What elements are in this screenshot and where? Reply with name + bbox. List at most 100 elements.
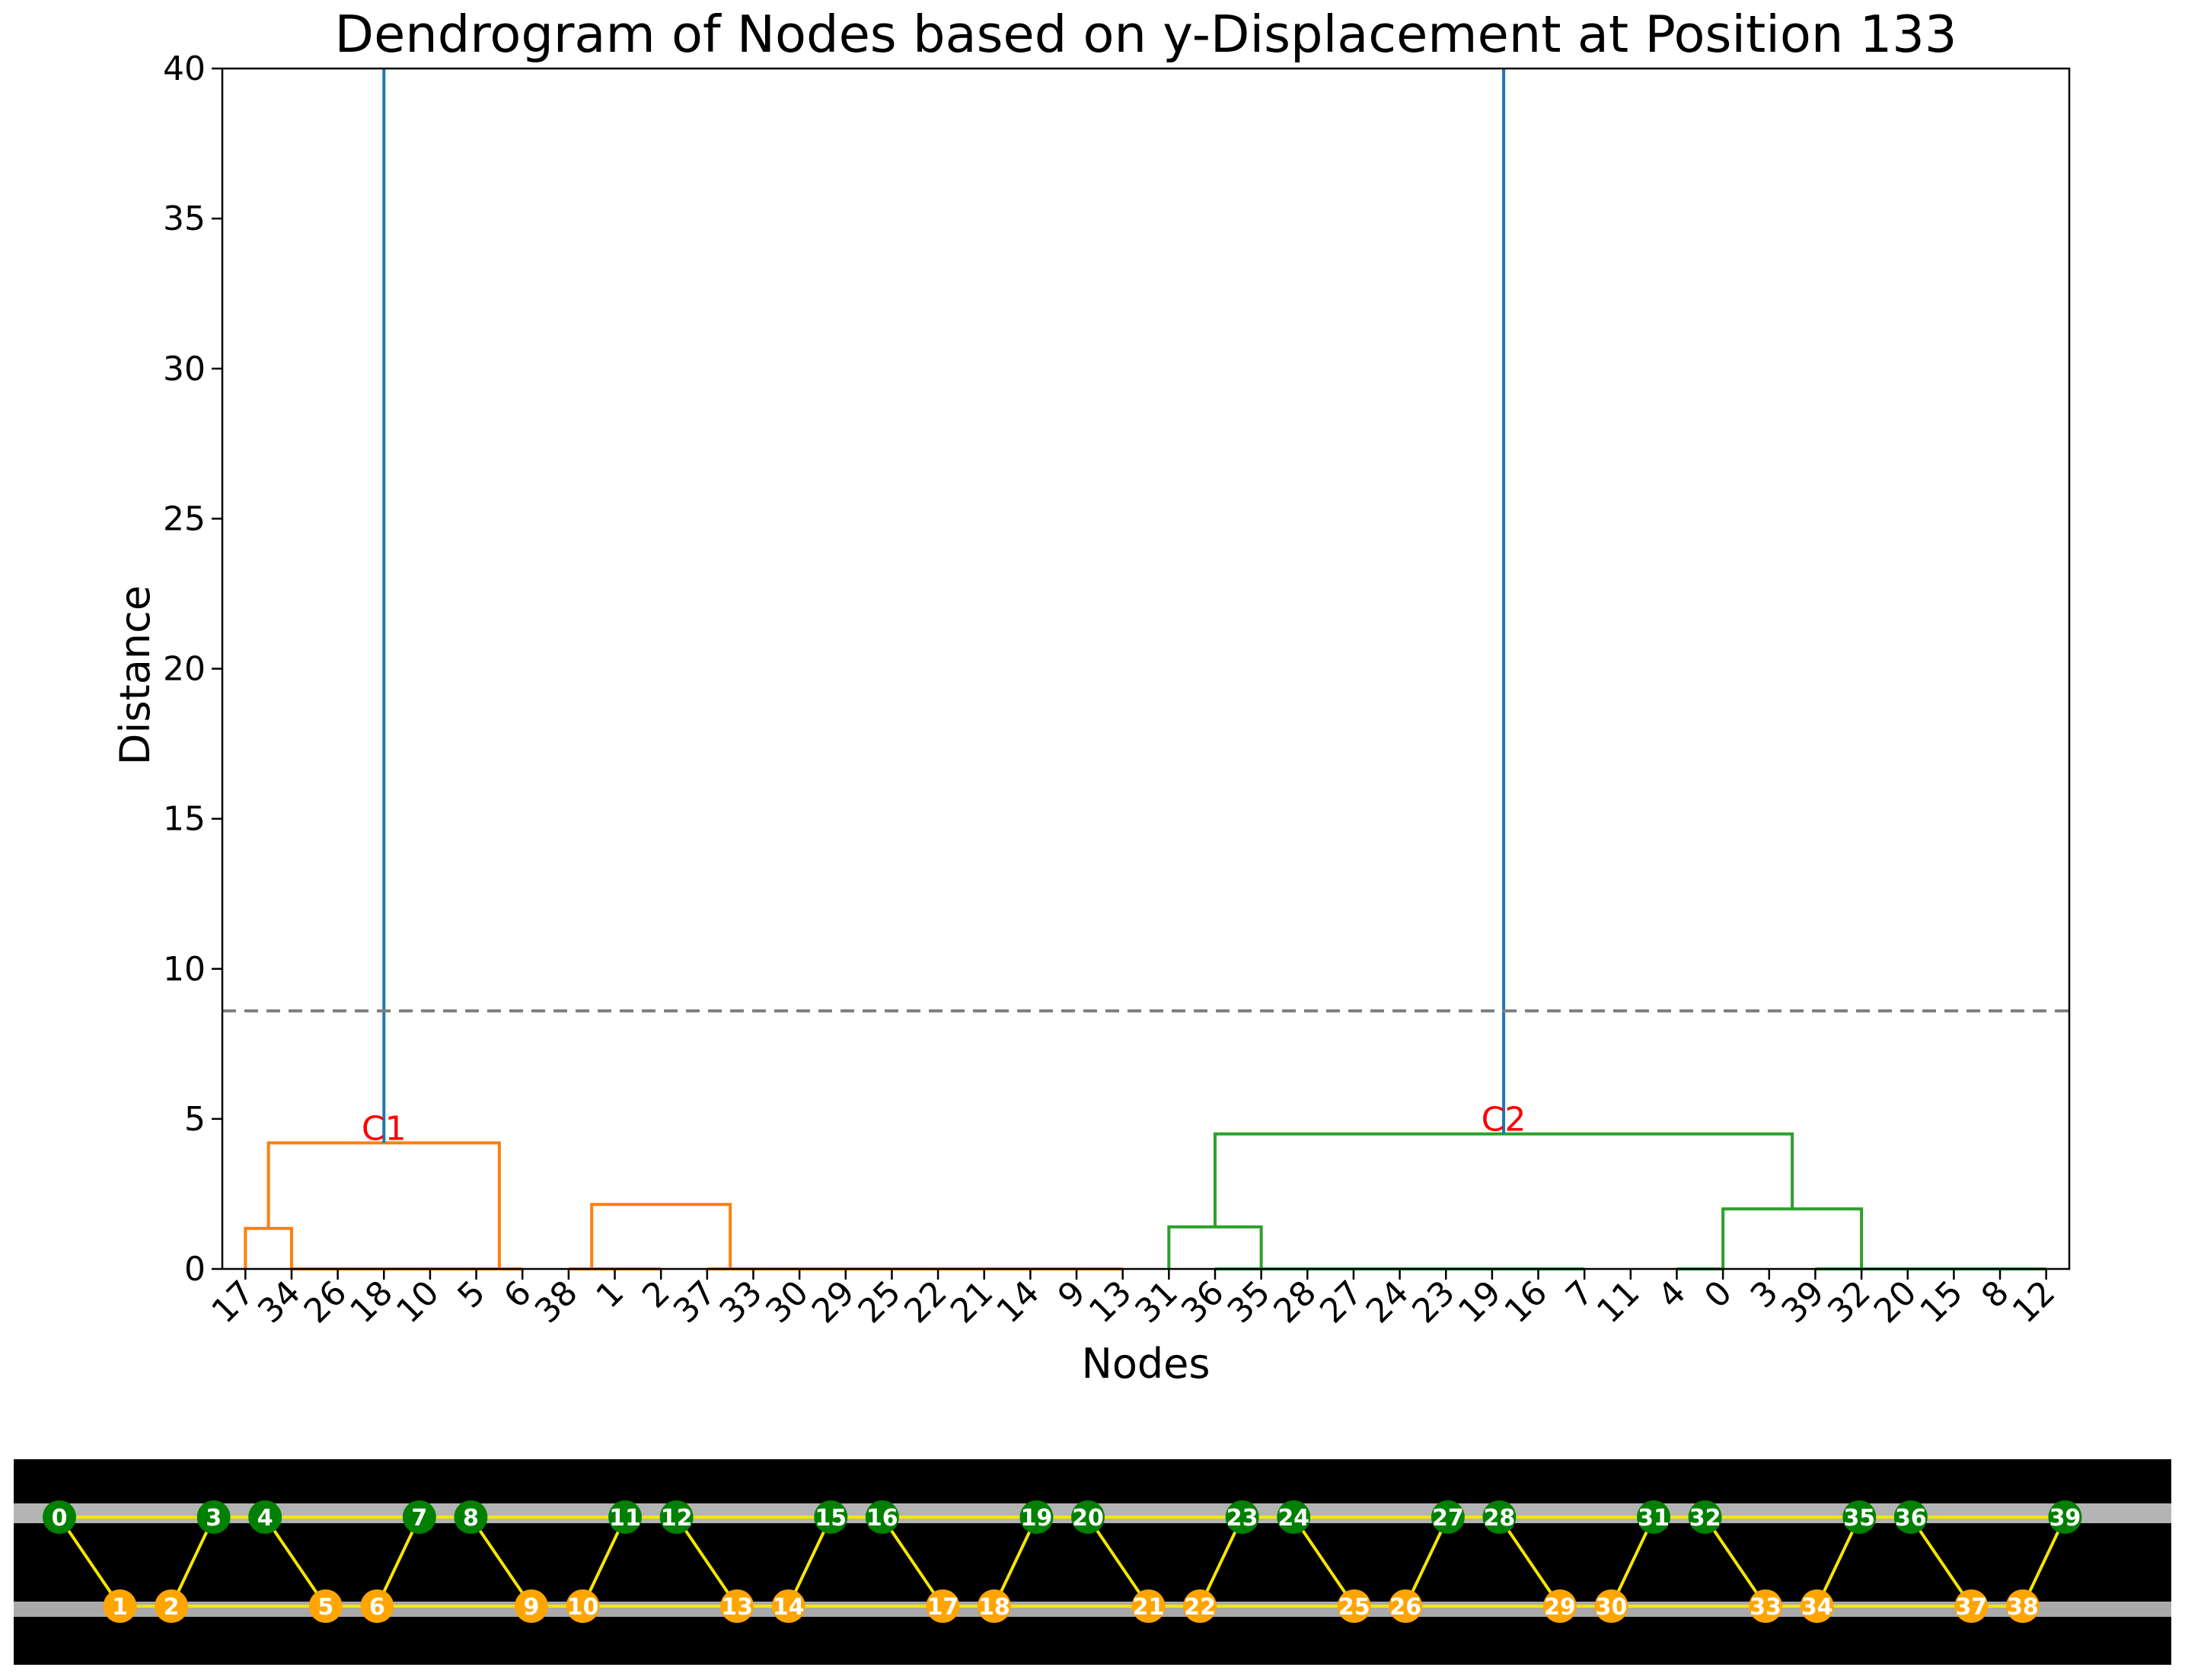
x-tick-label: 11 (1590, 1274, 1648, 1331)
node-label-0: 0 (52, 1505, 68, 1532)
node-39 (2048, 1500, 2082, 1534)
node-38 (2005, 1589, 2040, 1623)
node-label-7: 7 (411, 1505, 427, 1532)
node-9 (514, 1589, 548, 1623)
node-edge-42 (469, 1516, 533, 1608)
node-17 (926, 1589, 960, 1623)
node-label-23: 23 (1226, 1505, 1258, 1532)
chart-title: Dendrogram of Nodes based on y-Displacem… (334, 5, 1957, 64)
node-2 (155, 1589, 189, 1623)
x-tick-label: 12 (2005, 1274, 2063, 1331)
node-label-3: 3 (206, 1505, 222, 1532)
dendrogram-link-3 (1167, 1225, 1263, 1269)
dendrogram-link-2 (590, 1203, 732, 1269)
node-label-36: 36 (1895, 1505, 1927, 1532)
x-tick-label: 0 (1697, 1274, 1740, 1316)
node-8 (454, 1500, 488, 1534)
x-tick-label: 38 (528, 1274, 585, 1331)
y-tick-label: 10 (163, 950, 206, 989)
node-label-26: 26 (1389, 1594, 1421, 1621)
node-22 (1183, 1589, 1217, 1623)
node-10 (566, 1589, 600, 1623)
y-axis: 0 5 10 15 20 25 30 35 40 (163, 49, 222, 1289)
node-label-24: 24 (1278, 1505, 1309, 1532)
node-edge-46 (881, 1516, 945, 1608)
node-34 (1800, 1589, 1834, 1623)
node-label-38: 38 (2007, 1594, 2039, 1621)
node-35 (1842, 1500, 1877, 1534)
plot-frame (221, 67, 2071, 1270)
node-label-4: 4 (257, 1505, 273, 1532)
y-tick-label: 20 (163, 650, 206, 689)
node-29 (1542, 1589, 1577, 1623)
node-label-21: 21 (1133, 1594, 1165, 1621)
node-label-1: 1 (112, 1594, 128, 1621)
node-33 (1749, 1589, 1783, 1623)
node-15 (814, 1500, 848, 1534)
node-edge-48 (1086, 1516, 1150, 1608)
node-label-16: 16 (866, 1505, 898, 1532)
node-18 (977, 1589, 1011, 1623)
dendrogram-link-4 (1721, 1207, 1864, 1269)
x-tick-label: 5 (450, 1274, 493, 1316)
node-36 (1893, 1500, 1928, 1534)
node-edge-54 (1703, 1516, 1767, 1608)
y-tick-label: 0 (184, 1250, 206, 1289)
node-label-8: 8 (463, 1505, 479, 1532)
x-tick-label: 16 (1498, 1274, 1555, 1331)
node-label-17: 17 (927, 1594, 959, 1621)
x-tick-label: 14 (989, 1274, 1047, 1331)
node-edge-56 (1909, 1516, 1973, 1608)
node-37 (1954, 1589, 1989, 1623)
x-tick-label: 4 (1651, 1274, 1693, 1316)
node-25 (1337, 1589, 1371, 1623)
node-label-19: 19 (1021, 1505, 1053, 1532)
node-label-9: 9 (524, 1594, 540, 1621)
node-label-10: 10 (567, 1594, 599, 1621)
y-tick-label: 30 (163, 349, 206, 388)
x-tick-label: 1 (589, 1274, 631, 1316)
node-label-39: 39 (2049, 1505, 2081, 1532)
y-tick-label: 25 (163, 499, 206, 538)
node-4 (248, 1500, 282, 1534)
node-label-37: 37 (1955, 1594, 1987, 1621)
node-20 (1071, 1500, 1105, 1534)
node-3 (196, 1500, 231, 1534)
node-32 (1688, 1500, 1722, 1534)
dendrogram-link-5 (1213, 1132, 1794, 1227)
cluster-label-c1: C1 (362, 1109, 407, 1148)
dendrogram-link-1 (266, 1141, 501, 1269)
node-label-13: 13 (721, 1594, 753, 1621)
node-31 (1637, 1500, 1671, 1534)
node-label-34: 34 (1801, 1594, 1833, 1621)
node-13 (720, 1589, 754, 1623)
node-edge-50 (1292, 1516, 1356, 1608)
node-label-27: 27 (1432, 1505, 1464, 1532)
node-label-6: 6 (369, 1594, 385, 1621)
node-edge-52 (1498, 1516, 1561, 1608)
node-6 (360, 1589, 394, 1623)
y-tick-label: 5 (184, 1100, 206, 1139)
cluster-labels: C1 C2 (362, 1101, 1526, 1149)
node-16 (865, 1500, 899, 1534)
x-axis-label: Nodes (1081, 1340, 1210, 1388)
node-27 (1431, 1500, 1465, 1534)
node-label-5: 5 (317, 1594, 333, 1621)
node-label-12: 12 (661, 1505, 693, 1532)
node-label-15: 15 (815, 1505, 847, 1532)
node-1 (103, 1589, 137, 1623)
dendrogram-link-0 (244, 1226, 293, 1269)
node-26 (1389, 1589, 1423, 1623)
node-7 (402, 1500, 436, 1534)
dendrogram-chart: Dendrogram of Nodes based on y-Displacem… (111, 5, 2071, 1388)
x-tick-label: 10 (389, 1274, 447, 1331)
node-label-11: 11 (609, 1505, 641, 1532)
node-21 (1131, 1589, 1166, 1623)
node-map-background (14, 1459, 2171, 1665)
node-label-18: 18 (978, 1594, 1010, 1621)
node-edge-40 (263, 1516, 327, 1608)
node-14 (771, 1589, 805, 1623)
node-label-30: 30 (1596, 1594, 1628, 1621)
